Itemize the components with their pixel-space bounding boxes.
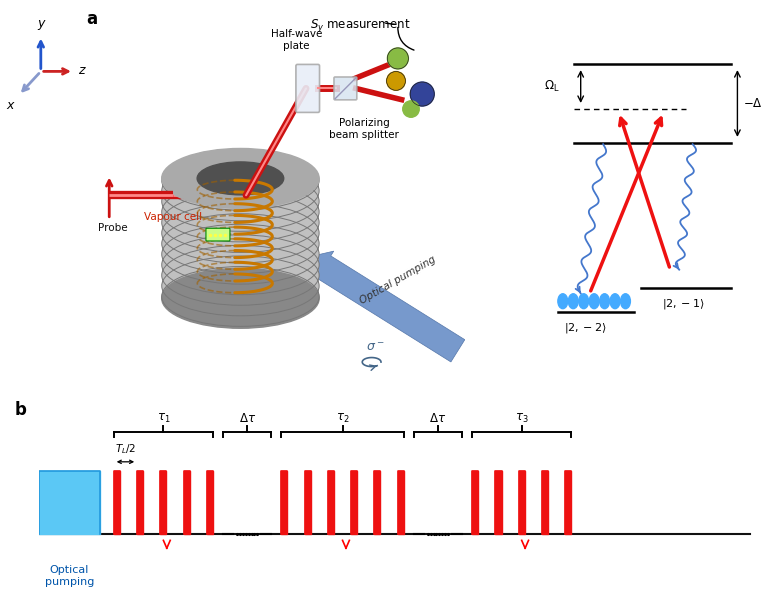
Text: Vapour cell: Vapour cell <box>144 212 202 221</box>
Text: $\Delta\tau$: $\Delta\tau$ <box>429 412 446 425</box>
Circle shape <box>600 294 610 309</box>
Ellipse shape <box>161 268 319 328</box>
Ellipse shape <box>161 149 319 208</box>
FancyArrow shape <box>308 251 465 362</box>
Text: $|2,-2\rangle$: $|2,-2\rangle$ <box>564 321 607 335</box>
Text: $\tau_3$: $\tau_3$ <box>515 412 529 425</box>
Text: $z$: $z$ <box>78 64 87 77</box>
Text: $\Delta\tau$: $\Delta\tau$ <box>239 412 256 425</box>
Text: $\mathbf{B}$ fields: $\mathbf{B}$ fields <box>180 161 225 173</box>
Text: $-\Delta$: $-\Delta$ <box>743 97 763 110</box>
Text: Polarizing
beam splitter: Polarizing beam splitter <box>329 118 399 140</box>
Text: b: b <box>15 400 26 418</box>
Circle shape <box>387 71 405 90</box>
Circle shape <box>388 48 408 69</box>
Text: $\tau_2$: $\tau_2$ <box>336 412 349 425</box>
Text: Optical pumping: Optical pumping <box>358 254 438 306</box>
Circle shape <box>403 101 419 117</box>
Text: Optical
pumping: Optical pumping <box>45 565 94 587</box>
Text: $S_y$ measurement: $S_y$ measurement <box>310 17 411 34</box>
Circle shape <box>579 294 588 309</box>
Text: $x$: $x$ <box>5 99 15 112</box>
Text: $T_L/2$: $T_L/2$ <box>115 441 136 456</box>
FancyBboxPatch shape <box>334 77 357 100</box>
Text: $\tau_1$: $\tau_1$ <box>157 412 170 425</box>
Text: $\sigma^-$: $\sigma^-$ <box>366 341 384 354</box>
Ellipse shape <box>197 162 284 195</box>
Circle shape <box>410 82 434 106</box>
Circle shape <box>589 294 599 309</box>
Circle shape <box>621 294 631 309</box>
Text: a: a <box>86 10 98 28</box>
Circle shape <box>568 294 578 309</box>
Text: $\Omega_\mathrm{L}$: $\Omega_\mathrm{L}$ <box>543 79 560 94</box>
FancyBboxPatch shape <box>296 64 320 112</box>
Circle shape <box>610 294 620 309</box>
Text: $|2,-1\rangle$: $|2,-1\rangle$ <box>662 298 705 312</box>
Text: $y$: $y$ <box>37 18 47 32</box>
FancyBboxPatch shape <box>206 228 230 241</box>
Text: Probe: Probe <box>98 223 127 233</box>
Polygon shape <box>161 178 319 298</box>
Text: Half-wave
plate: Half-wave plate <box>271 29 323 51</box>
Circle shape <box>558 294 567 309</box>
